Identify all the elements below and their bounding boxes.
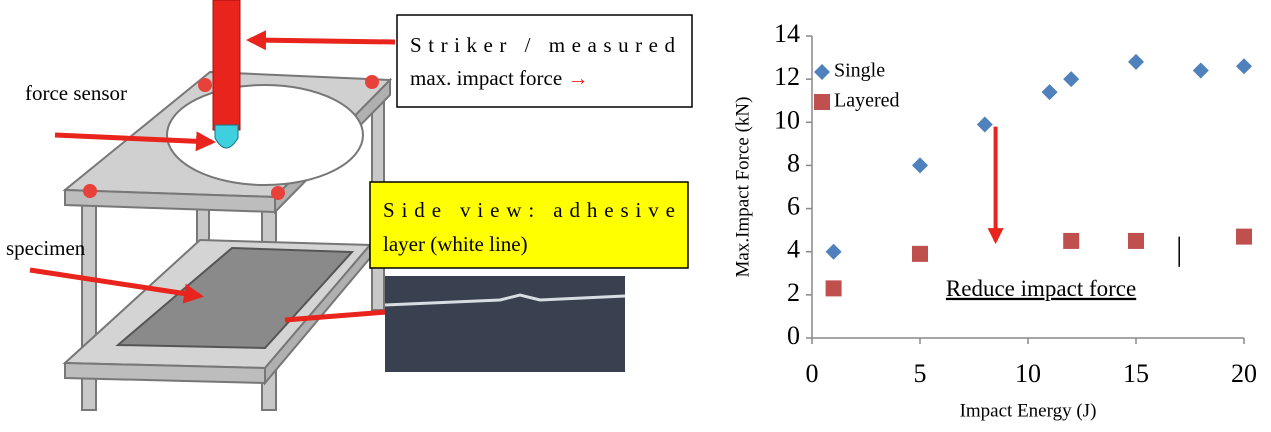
striker: [213, 0, 240, 130]
striker-box: [397, 15, 692, 107]
side-view-photo: [385, 276, 625, 372]
legend-swatch: [814, 94, 830, 110]
x-tick-label: 15: [1123, 359, 1149, 388]
x-tick-label: 10: [1015, 359, 1041, 388]
specimen-label: specimen: [6, 236, 86, 260]
hole: [167, 85, 363, 185]
striker-label: max. impact force: [410, 66, 562, 90]
force-sensor-label: force sensor: [25, 81, 127, 105]
data-point: [1193, 63, 1209, 79]
data-point: [1042, 84, 1058, 100]
x-tick-label: 5: [914, 359, 927, 388]
corner-dot: [271, 186, 285, 200]
page: Striker / measured max. impact force → f…: [0, 0, 1271, 432]
y-tick-label: 6: [787, 192, 800, 221]
striker-label: max. impact force →: [410, 66, 588, 90]
legend-label: Layered: [834, 90, 900, 112]
data-point: [1128, 233, 1144, 249]
data-point: [1236, 58, 1252, 74]
data-point: [826, 244, 842, 260]
arrow: [250, 40, 395, 42]
corner-dot: [83, 184, 97, 198]
chart: 0 2 4 6 8 10 12 14 0 5 10 15 20 Impact Energy (J) Max.…: [732, 19, 1257, 421]
side-view-label: layer (white line): [383, 232, 528, 256]
x-tick-label: 0: [806, 359, 819, 388]
data-point: [912, 246, 928, 262]
y-tick-label: 2: [787, 278, 800, 307]
data-point: [826, 280, 842, 296]
x-axis-label: Impact Energy (J): [960, 400, 1097, 421]
data-point: [977, 116, 993, 132]
striker-arrow: →: [567, 66, 588, 90]
data-point: [1063, 233, 1079, 249]
corner-dot: [198, 78, 212, 92]
y-tick-label: 4: [787, 235, 800, 264]
annotation: Reduce impact force: [946, 276, 1136, 301]
figure: Striker / measured max. impact force → f…: [0, 0, 1271, 432]
y-tick-label: 8: [787, 148, 800, 177]
y-axis-label: Max.Impact Force (kN): [732, 97, 753, 278]
legend-label: Single: [834, 60, 885, 82]
data-point: [1128, 54, 1144, 70]
data-point: [1236, 229, 1252, 245]
y-tick-label: 10: [774, 105, 800, 134]
y-tick-label: 0: [787, 321, 800, 350]
y-tick-label: 12: [774, 62, 800, 91]
y-tick-label: 14: [774, 19, 800, 48]
x-tick-label: 20: [1231, 359, 1257, 388]
legend-swatch: [814, 64, 830, 80]
corner-dot: [365, 75, 379, 89]
data-point: [1063, 71, 1079, 87]
data-point: [912, 157, 928, 173]
